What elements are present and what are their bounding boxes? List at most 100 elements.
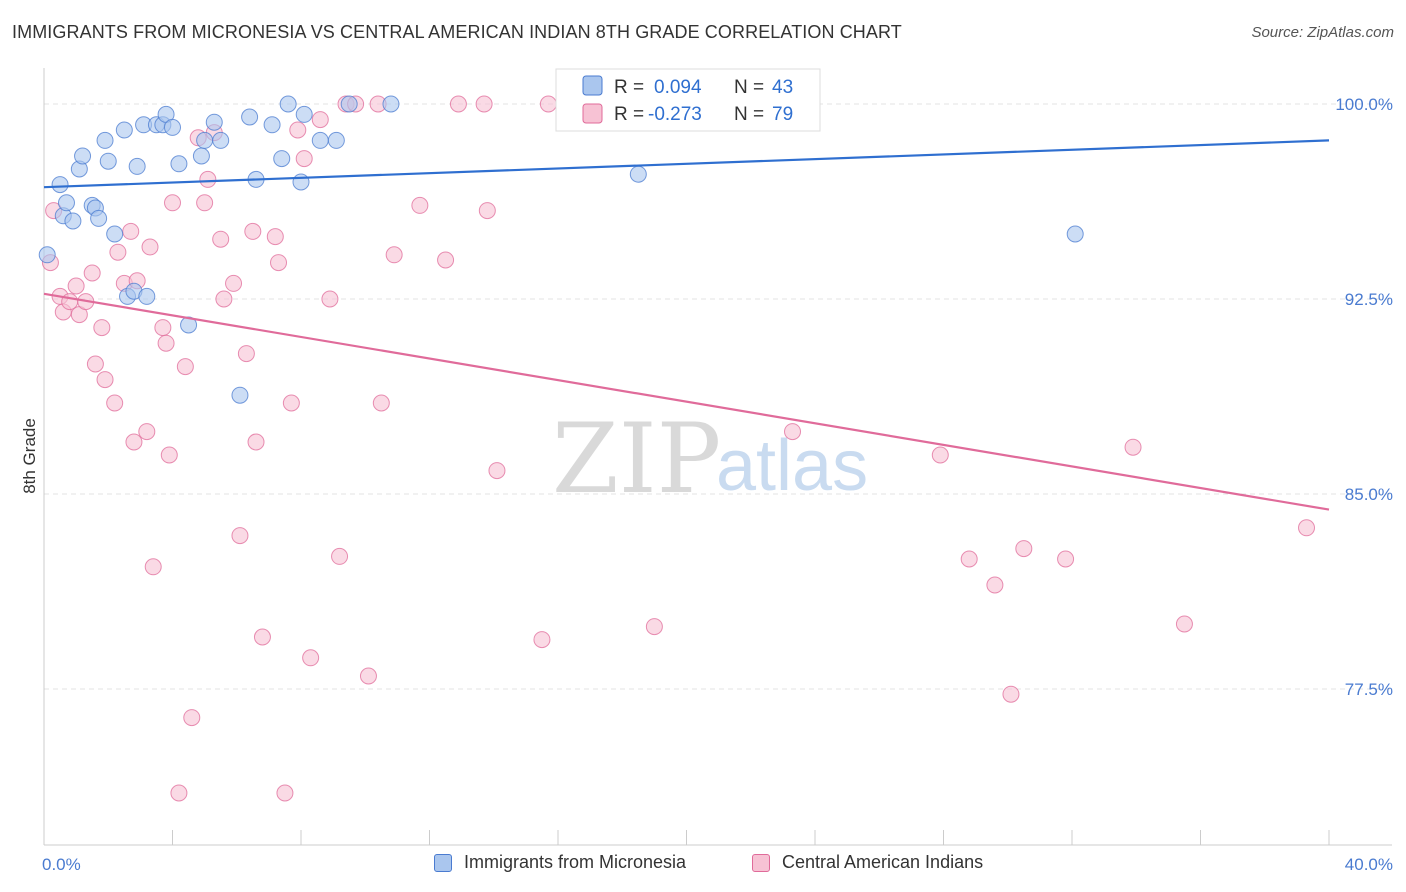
point-central-american-indian[interactable] bbox=[237, 345, 255, 363]
point-micronesia[interactable] bbox=[64, 212, 82, 230]
point-central-american-indian[interactable] bbox=[1298, 519, 1316, 537]
legend-label-micronesia: Immigrants from Micronesia bbox=[464, 852, 687, 872]
point-central-american-indian[interactable] bbox=[276, 784, 294, 802]
point-central-american-indian[interactable] bbox=[125, 433, 143, 451]
point-central-american-indian[interactable] bbox=[164, 194, 181, 212]
point-central-american-indian[interactable] bbox=[331, 547, 349, 565]
stats-legend-n-label-pink: N = bbox=[734, 104, 764, 125]
point-central-american-indian[interactable] bbox=[122, 222, 140, 240]
point-central-american-indian[interactable] bbox=[539, 95, 557, 113]
point-micronesia[interactable] bbox=[382, 95, 400, 113]
point-micronesia[interactable] bbox=[279, 95, 297, 113]
point-central-american-indian[interactable] bbox=[247, 433, 265, 451]
point-central-american-indian[interactable] bbox=[96, 371, 114, 389]
point-central-american-indian[interactable] bbox=[449, 95, 467, 113]
point-micronesia[interactable] bbox=[96, 131, 114, 149]
point-central-american-indian[interactable] bbox=[270, 254, 288, 272]
point-central-american-indian[interactable] bbox=[157, 334, 175, 352]
point-micronesia[interactable] bbox=[74, 147, 92, 165]
point-micronesia[interactable] bbox=[51, 176, 69, 194]
point-micronesia[interactable] bbox=[128, 157, 146, 175]
point-central-american-indian[interactable] bbox=[311, 111, 329, 129]
point-central-american-indian[interactable] bbox=[475, 95, 493, 113]
point-central-american-indian[interactable] bbox=[199, 170, 217, 188]
legend-item-micronesia[interactable]: Immigrants from Micronesia bbox=[434, 852, 686, 873]
point-central-american-indian[interactable] bbox=[488, 462, 506, 480]
point-central-american-indian[interactable] bbox=[295, 150, 313, 168]
point-central-american-indian[interactable] bbox=[359, 667, 377, 685]
point-micronesia[interactable] bbox=[292, 173, 310, 191]
point-micronesia[interactable] bbox=[57, 194, 75, 212]
legend-item-central-american-indians[interactable]: Central American Indians bbox=[752, 852, 983, 873]
point-central-american-indian[interactable] bbox=[1002, 685, 1020, 703]
point-micronesia[interactable] bbox=[295, 105, 313, 123]
point-central-american-indian[interactable] bbox=[231, 527, 249, 545]
point-micronesia[interactable] bbox=[231, 386, 249, 404]
point-central-american-indian[interactable] bbox=[212, 230, 230, 248]
point-central-american-indian[interactable] bbox=[67, 277, 85, 295]
point-micronesia[interactable] bbox=[164, 118, 181, 136]
point-central-american-indian[interactable] bbox=[960, 550, 978, 568]
point-micronesia[interactable] bbox=[311, 131, 329, 149]
point-micronesia[interactable] bbox=[241, 108, 259, 126]
point-central-american-indian[interactable] bbox=[93, 319, 111, 337]
point-central-american-indian[interactable] bbox=[533, 631, 551, 649]
point-micronesia[interactable] bbox=[273, 150, 291, 168]
point-central-american-indian[interactable] bbox=[372, 394, 390, 412]
point-central-american-indian[interactable] bbox=[225, 274, 243, 292]
point-central-american-indian[interactable] bbox=[411, 196, 429, 214]
point-central-american-indian[interactable] bbox=[266, 228, 284, 246]
point-central-american-indian[interactable] bbox=[109, 243, 127, 261]
point-central-american-indian[interactable] bbox=[138, 423, 156, 441]
point-micronesia[interactable] bbox=[138, 287, 156, 305]
point-central-american-indian[interactable] bbox=[141, 238, 159, 256]
point-central-american-indian[interactable] bbox=[244, 222, 262, 240]
point-central-american-indian[interactable] bbox=[83, 264, 101, 282]
point-central-american-indian[interactable] bbox=[437, 251, 455, 269]
point-micronesia[interactable] bbox=[38, 246, 56, 264]
point-central-american-indian[interactable] bbox=[1057, 550, 1075, 568]
point-central-american-indian[interactable] bbox=[253, 628, 271, 646]
point-micronesia[interactable] bbox=[106, 225, 124, 243]
point-micronesia[interactable] bbox=[1066, 225, 1084, 243]
point-micronesia[interactable] bbox=[90, 209, 108, 227]
point-central-american-indian[interactable] bbox=[321, 290, 339, 308]
point-micronesia[interactable] bbox=[212, 131, 230, 149]
point-central-american-indian[interactable] bbox=[1175, 615, 1193, 633]
point-micronesia[interactable] bbox=[196, 131, 214, 149]
point-micronesia[interactable] bbox=[205, 113, 223, 131]
point-central-american-indian[interactable] bbox=[289, 121, 307, 139]
point-central-american-indian[interactable] bbox=[144, 558, 162, 576]
point-central-american-indian[interactable] bbox=[986, 576, 1004, 594]
point-central-american-indian[interactable] bbox=[645, 618, 663, 636]
point-micronesia[interactable] bbox=[340, 95, 358, 113]
point-micronesia[interactable] bbox=[192, 147, 210, 165]
point-central-american-indian[interactable] bbox=[931, 446, 949, 464]
point-central-american-indian[interactable] bbox=[1124, 438, 1142, 456]
point-central-american-indian[interactable] bbox=[1015, 540, 1033, 558]
point-central-american-indian[interactable] bbox=[784, 423, 802, 441]
point-micronesia[interactable] bbox=[327, 131, 345, 149]
point-micronesia[interactable] bbox=[115, 121, 133, 139]
point-central-american-indian[interactable] bbox=[86, 355, 104, 373]
point-central-american-indian[interactable] bbox=[106, 394, 124, 412]
point-micronesia[interactable] bbox=[629, 165, 647, 183]
point-central-american-indian[interactable] bbox=[196, 194, 214, 212]
point-central-american-indian[interactable] bbox=[478, 202, 496, 220]
stats-legend: R = 0.094 N = 43 R = -0.273 N = 79 bbox=[555, 68, 821, 132]
y-tick-label: 100.0% bbox=[1335, 95, 1393, 114]
point-central-american-indian[interactable] bbox=[183, 709, 201, 727]
point-central-american-indian[interactable] bbox=[154, 319, 172, 337]
stats-legend-n-label-blue: N = bbox=[734, 77, 764, 98]
point-central-american-indian[interactable] bbox=[302, 649, 320, 667]
point-micronesia[interactable] bbox=[263, 116, 281, 134]
point-micronesia[interactable] bbox=[170, 155, 188, 173]
point-central-american-indian[interactable] bbox=[385, 246, 403, 264]
point-central-american-indian[interactable] bbox=[176, 358, 194, 376]
point-central-american-indian[interactable] bbox=[215, 290, 233, 308]
point-central-american-indian[interactable] bbox=[282, 394, 300, 412]
point-central-american-indian[interactable] bbox=[160, 446, 178, 464]
point-central-american-indian[interactable] bbox=[170, 784, 188, 802]
point-micronesia[interactable] bbox=[99, 152, 117, 170]
